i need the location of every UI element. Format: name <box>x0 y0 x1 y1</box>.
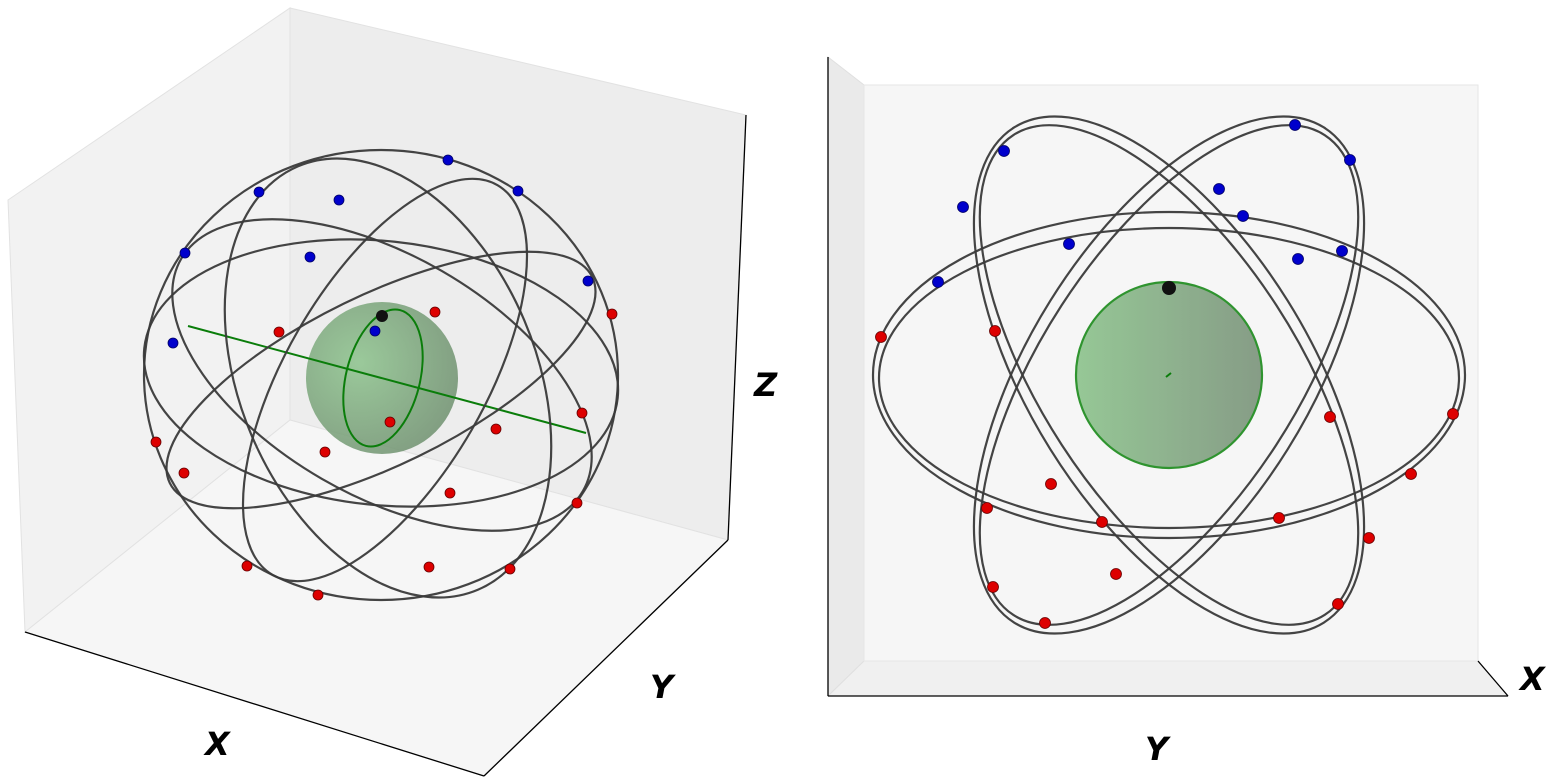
satellite-red <box>444 487 456 499</box>
x-axis-label: X <box>1518 660 1546 698</box>
satellite-red <box>384 416 396 428</box>
satellite-blue <box>1292 253 1304 265</box>
satellite-red <box>241 560 253 572</box>
satellites-3d <box>150 154 618 601</box>
satellite-red <box>1045 478 1057 490</box>
orbit-ring <box>223 157 553 599</box>
y-axis-label: Y <box>650 668 676 706</box>
satellite-blue <box>1213 183 1225 195</box>
satellite-blue <box>167 337 179 349</box>
satellite-red <box>987 581 999 593</box>
orbit-ring <box>972 115 1366 635</box>
satellite-red <box>1405 468 1417 480</box>
orbit-ring <box>171 218 593 532</box>
orbit-ring <box>142 148 620 602</box>
orbit-ring <box>972 115 1366 635</box>
satellite-blue <box>512 185 524 197</box>
satellite-red <box>490 423 502 435</box>
satellite-blue <box>304 251 316 263</box>
orbit-ring <box>241 177 529 583</box>
satellite-blue <box>442 154 454 166</box>
satellite-red <box>576 407 588 419</box>
satellite-red <box>150 436 162 448</box>
satellite-red <box>989 325 1001 337</box>
z-axis-label: Z <box>753 366 778 404</box>
satellite-red <box>423 561 435 573</box>
satellite-blue <box>253 186 265 198</box>
satellite-blue <box>179 247 191 259</box>
satellite-red <box>1039 617 1051 629</box>
satellite-blue <box>998 145 1010 157</box>
satellite-blue <box>1063 238 1075 250</box>
satellite-red <box>875 331 887 343</box>
satellite-red <box>1324 411 1336 423</box>
pane-bottom-strip <box>826 660 1510 697</box>
z-axis-line <box>727 114 747 541</box>
satellite-blue <box>1336 245 1348 257</box>
satellite-blue <box>369 325 381 337</box>
satellite-red <box>1096 516 1108 528</box>
pane-side-strip <box>827 55 865 698</box>
satellite-red <box>429 306 441 318</box>
y-axis-label: Y <box>1145 730 1171 768</box>
earth-polar-axis <box>187 325 587 434</box>
earth-polar-axis <box>1165 372 1172 378</box>
satellite-blue <box>1289 119 1301 131</box>
orbit-ring <box>978 124 1360 626</box>
satellite-red <box>1110 568 1122 580</box>
orbit-ring <box>165 250 597 510</box>
panel-perspective: X Y Z <box>7 7 778 777</box>
orbits-top <box>871 115 1467 635</box>
satellite-red <box>1332 598 1344 610</box>
satellite-red <box>1363 532 1375 544</box>
x-axis-line <box>24 631 485 777</box>
satellite-red <box>571 497 583 509</box>
y-axis-line <box>483 539 729 777</box>
satellite-red <box>312 589 324 601</box>
satellite-red <box>273 326 285 338</box>
satellite-blue <box>1237 210 1249 222</box>
satellites-top <box>875 119 1459 629</box>
satellite-red <box>981 502 993 514</box>
orbit-ring <box>142 238 620 508</box>
satellite-red <box>1273 512 1285 524</box>
orbit-ring <box>877 226 1461 530</box>
ground-station-marker <box>1162 281 1176 295</box>
satellite-red <box>178 467 190 479</box>
x-axis-label: X <box>203 725 231 763</box>
orbit-ring <box>978 124 1360 626</box>
satellite-red <box>1447 408 1459 420</box>
satellite-red <box>606 308 618 320</box>
satellite-blue <box>333 194 345 206</box>
satellite-blue <box>1344 154 1356 166</box>
panel-top-down: Y X <box>826 55 1546 768</box>
x-axis-line <box>1477 660 1509 697</box>
ground-station-marker <box>376 310 388 322</box>
orbits-3d <box>142 148 620 602</box>
satellite-blue <box>582 275 594 287</box>
orbit-ring <box>871 210 1467 540</box>
satellite-red <box>504 563 516 575</box>
satellite-blue <box>957 201 969 213</box>
satellite-red <box>319 446 331 458</box>
satellite-blue <box>932 276 944 288</box>
